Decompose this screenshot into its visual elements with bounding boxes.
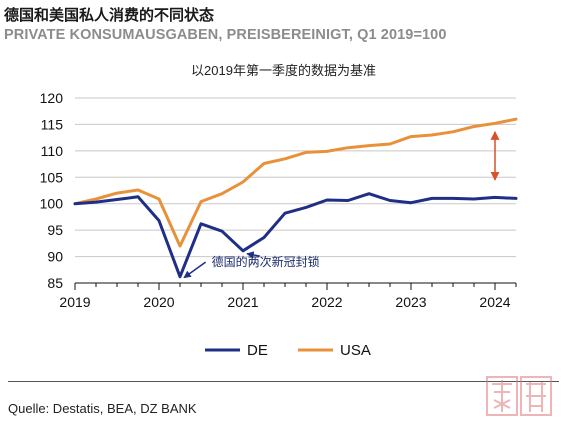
chart-title: 德国和美国私人消费的不同状态 [4, 7, 215, 24]
legend-label-de: DE [247, 342, 268, 359]
y-tick-label: 120 [40, 90, 64, 106]
annotation-arrow [246, 251, 260, 259]
x-tick-label: 2020 [143, 294, 174, 310]
footer-divider [8, 381, 559, 382]
series-line-de [73, 192, 518, 279]
x-tick-label: 2019 [59, 294, 90, 310]
source-text: Quelle: Destatis, BEA, DZ BANK [8, 401, 197, 416]
y-tick-label: 105 [40, 169, 64, 185]
y-tick-label: 95 [47, 222, 63, 238]
annotations: 德国的两次新冠封锁 [183, 130, 500, 279]
chart-subtitle: PRIVATE KONSUMAUSGABEN, PREISBEREINIGT, … [4, 27, 447, 43]
x-tick-label: 2024 [479, 294, 510, 310]
y-tick-label: 115 [41, 116, 64, 132]
y-tick-label: 100 [40, 196, 64, 212]
legend: DE USA [205, 342, 371, 359]
y-tick-label: 110 [41, 143, 64, 159]
series-line-usa [73, 117, 518, 248]
gridlines [75, 97, 516, 258]
y-tick-label: 85 [47, 275, 63, 291]
y-axis: 85 90 95 100 105 110 115 120 [40, 90, 64, 291]
watermark-stamp [486, 376, 552, 416]
annotation-arrow [183, 261, 207, 279]
x-tick-label: 2021 [227, 294, 258, 310]
x-axis: 2019 2020 2021 2022 2023 2024 [59, 282, 517, 310]
baseline-note: 以2019年第一季度的数据为基准 [191, 63, 376, 78]
y-tick-label: 90 [47, 249, 63, 265]
x-tick-label: 2023 [395, 294, 426, 310]
legend-label-usa: USA [340, 342, 371, 359]
series-lines [73, 117, 518, 279]
x-tick-label: 2022 [311, 294, 342, 310]
annotation-label: 德国的两次新冠封锁 [212, 254, 320, 269]
